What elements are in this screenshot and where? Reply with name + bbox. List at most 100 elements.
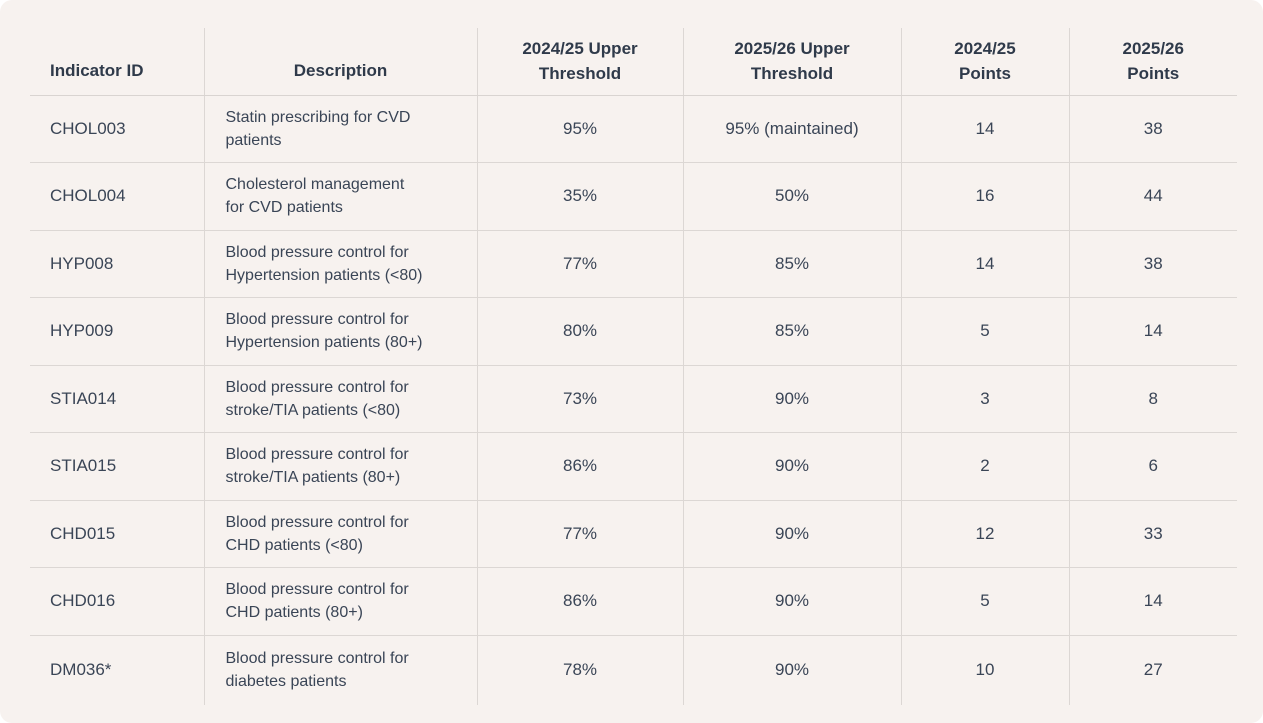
cell-2024-25-upper-threshold: 95% [476, 95, 683, 163]
cell-2024-25-points: 5 [900, 567, 1069, 636]
cell-2024-25-upper-threshold: 86% [476, 432, 683, 501]
cell-2025-26-points: 44 [1068, 162, 1237, 231]
header-2025-26-upper-threshold-line1: 2025/26 Upper [734, 39, 850, 59]
table-row: HYP009 Blood pressure control for Hyperte… [30, 297, 1237, 366]
header-2024-25-points-line2: Points [959, 64, 1011, 84]
cell-indicator-id: DM036* [50, 660, 112, 680]
cell-indicator-id: CHOL004 [30, 162, 204, 231]
table-row: CHOL004 Cholesterol management for CVD pa… [30, 162, 1237, 231]
cell-2024-25-upper-threshold: 78% [476, 635, 683, 705]
cell-2025-26-upper-threshold: 90% [682, 432, 901, 501]
description-line: patients [225, 131, 282, 149]
table-row: CHD016 Blood pressure control for CHD pat… [30, 567, 1237, 636]
cell-description: Cholesterol management for CVD patients [203, 162, 477, 231]
header-2024-25-upper-threshold-line2: Threshold [538, 64, 622, 84]
cell-2024-25-points: 14 [900, 95, 1069, 163]
description-line: Blood pressure control for [225, 243, 409, 261]
indicator-table: Indicator ID Description 2024/25 Upper T… [30, 28, 1237, 705]
cell-2024-25-upper-threshold: 80% [476, 297, 683, 366]
cell-2024-25-points: 12 [900, 500, 1069, 568]
description-line: CHD patients (<80) [225, 536, 363, 554]
cell-2025-26-upper-threshold: 85% [682, 230, 901, 298]
cell-2024-25-points: 3 [900, 365, 1069, 433]
description-line: Blood pressure control for [225, 581, 409, 599]
header-indicator-id: Indicator ID [30, 28, 204, 96]
cell-description: Blood pressure control for diabetes patie… [203, 635, 477, 705]
cell-indicator-id: CHD015 [30, 500, 204, 568]
table-row: DM036* Blood pressure control for diabete… [30, 635, 1237, 705]
header-2025-26-points-line2: Points [1127, 64, 1180, 84]
header-2025-26-upper-threshold: 2025/26 Upper Threshold [682, 28, 901, 96]
description-line: stroke/TIA patients (<80) [225, 401, 401, 419]
cell-2024-25-points: 10 [900, 635, 1069, 705]
cell-2025-26-upper-threshold: 85% [682, 297, 901, 366]
description-line: CHD patients (80+) [225, 604, 363, 622]
description-line: for CVD patients [225, 199, 343, 217]
cell-2024-25-points: 14 [900, 230, 1069, 298]
cell-2025-26-upper-threshold: 90% [682, 365, 901, 433]
header-row: Indicator ID Description 2024/25 Upper T… [30, 28, 1237, 96]
cell-description: Blood pressure control for CHD patients (… [203, 567, 477, 636]
description-line: Blood pressure control for [225, 311, 409, 329]
cell-2025-26-upper-threshold: 50% [682, 162, 901, 231]
header-2025-26-upper-threshold-line2: Threshold [750, 64, 834, 84]
cell-description: Blood pressure control for CHD patients (… [203, 500, 477, 568]
cell-2025-26-upper-threshold: 95% (maintained) [682, 95, 901, 163]
cell-2024-25-upper-threshold: 77% [476, 230, 683, 298]
cell-description: Blood pressure control for stroke/TIA pat… [203, 365, 477, 433]
table-row: CHOL003 Statin prescribing for CVD patien… [30, 95, 1237, 163]
cell-indicator-id: STIA015 [30, 432, 204, 501]
table-row: STIA014 Blood pressure control for stroke… [30, 365, 1237, 433]
cell-indicator-id: CHD016 [30, 567, 204, 636]
table-row: STIA015 Blood pressure control for stroke… [30, 432, 1237, 501]
cell-2024-25-upper-threshold: 86% [476, 567, 683, 636]
cell-description: Blood pressure control for Hypertension p… [203, 297, 477, 366]
header-2025-26-points-line1: 2025/26 [1122, 39, 1184, 59]
header-2024-25-upper-threshold-line1: 2024/25 Upper [522, 39, 638, 59]
cell-2024-25-upper-threshold: 77% [476, 500, 683, 568]
table-body: CHOL003 Statin prescribing for CVD patien… [30, 95, 1237, 705]
cell-2025-26-points: 14 [1068, 567, 1237, 636]
table-row: CHD015 Blood pressure control for CHD pat… [30, 500, 1237, 568]
cell-2025-26-points: 8 [1068, 365, 1237, 433]
description-line: Statin prescribing for CVD [225, 108, 411, 126]
description-line: Blood pressure control for [225, 650, 409, 668]
cell-indicator-id: CHOL003 [30, 95, 204, 163]
cell-indicator-id: STIA014 [30, 365, 204, 433]
cell-2024-25-points: 5 [900, 297, 1069, 366]
header-2024-25-upper-threshold: 2024/25 Upper Threshold [476, 28, 683, 96]
cell-2025-26-upper-threshold: 90% [682, 567, 901, 636]
cell-2025-26-upper-threshold: 90% [682, 635, 901, 705]
cell-2025-26-upper-threshold: 90% [682, 500, 901, 568]
cell-2024-25-upper-threshold: 73% [476, 365, 683, 433]
description-line: Blood pressure control for [225, 513, 409, 531]
header-2025-26-points: 2025/26 Points [1068, 28, 1237, 96]
cell-description: Blood pressure control for Hypertension p… [203, 230, 477, 298]
cell-2025-26-points: 38 [1068, 95, 1237, 163]
cell-2025-26-points: 14 [1068, 297, 1237, 366]
cell-description: Blood pressure control for stroke/TIA pat… [203, 432, 477, 501]
cell-2025-26-points: 27 [1068, 635, 1237, 705]
description-line: Blood pressure control for [225, 446, 409, 464]
cell-2024-25-upper-threshold: 35% [476, 162, 683, 231]
description-line: Cholesterol management [225, 176, 405, 194]
cell-2025-26-points: 33 [1068, 500, 1237, 568]
description-line: diabetes patients [225, 673, 347, 691]
description-line: Hypertension patients (<80) [225, 266, 423, 284]
table-header: Indicator ID Description 2024/25 Upper T… [30, 28, 1237, 96]
table-row: HYP008 Blood pressure control for Hyperte… [30, 230, 1237, 298]
description-line: Blood pressure control for [225, 378, 409, 396]
description-line: stroke/TIA patients (80+) [225, 469, 401, 487]
cell-2025-26-points: 6 [1068, 432, 1237, 501]
cell-2024-25-points: 2 [900, 432, 1069, 501]
header-2024-25-points: 2024/25 Points [900, 28, 1069, 96]
cell-indicator-id: HYP008 [30, 230, 204, 298]
header-2024-25-points-line1: 2024/25 [954, 39, 1016, 59]
cell-description: Statin prescribing for CVD patients [203, 95, 477, 163]
cell-indicator-id: HYP009 [30, 297, 204, 366]
cell-2024-25-points: 16 [900, 162, 1069, 231]
cell-2025-26-points: 38 [1068, 230, 1237, 298]
description-line: Hypertension patients (80+) [225, 334, 423, 352]
header-description: Description [203, 28, 477, 96]
